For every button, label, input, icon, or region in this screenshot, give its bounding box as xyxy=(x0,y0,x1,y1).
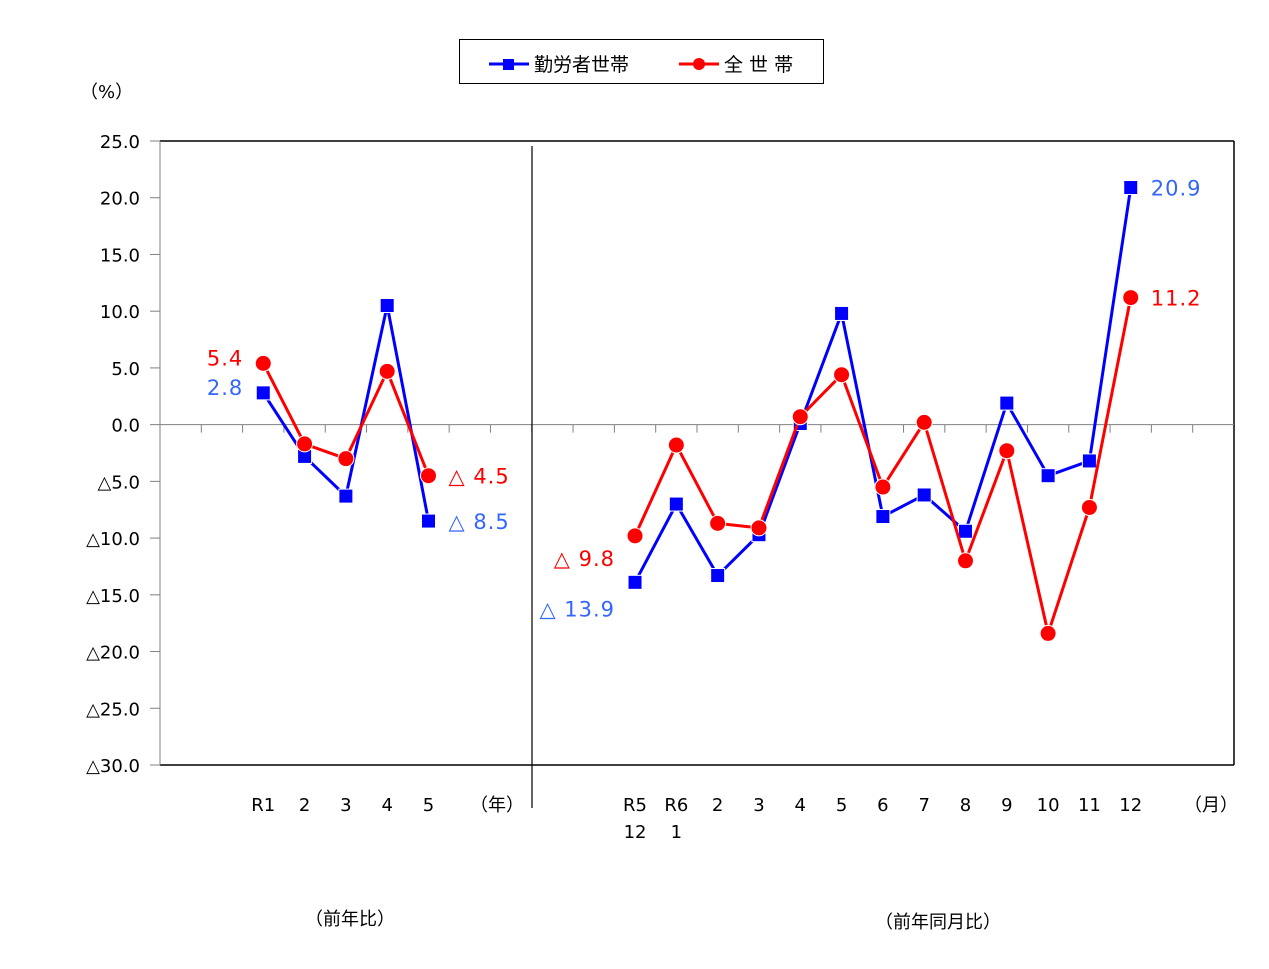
data-marker-circle xyxy=(337,450,355,468)
data-label: △ 9.8 xyxy=(554,547,615,571)
x-tick-label: R1 xyxy=(251,795,275,816)
y-tick-label: 25.0 xyxy=(100,132,140,153)
data-marker-square xyxy=(255,385,271,401)
x-tick-label: 5 xyxy=(423,795,434,816)
data-marker-circle xyxy=(420,467,437,485)
blue-square-marker-icon xyxy=(489,58,529,70)
x-tick-sublabel: 1 xyxy=(671,822,682,843)
x-tick-label: R6 xyxy=(664,795,688,816)
data-marker-square xyxy=(834,305,850,321)
y-axis-unit-label: （%） xyxy=(80,82,134,103)
data-marker-square xyxy=(627,574,643,590)
x-tick-label: 6 xyxy=(877,795,888,816)
data-marker-circle xyxy=(667,436,685,454)
x-tick-label: 7 xyxy=(918,795,929,816)
data-marker-square xyxy=(338,488,354,504)
y-tick-label: 0.0 xyxy=(111,416,140,437)
data-marker-square xyxy=(668,496,684,512)
y-tick-label: 15.0 xyxy=(100,245,140,266)
x-tick-label: 10 xyxy=(1037,795,1060,816)
legend-item-worker: 勤労者世帯 xyxy=(488,50,629,77)
chart-legend: 勤労者世帯 全 世 帯 xyxy=(459,39,824,84)
red-circle-marker-icon xyxy=(679,57,719,70)
x-tick-label: 5 xyxy=(836,795,847,816)
data-marker-circle xyxy=(833,366,851,384)
data-marker-square xyxy=(958,523,973,539)
data-label: 11.2 xyxy=(1151,287,1202,311)
y-tick-label: △20.0 xyxy=(86,643,140,664)
data-marker-circle xyxy=(874,478,892,496)
x-axis-unit-label: （月） xyxy=(1184,795,1238,816)
x-tick-label: 11 xyxy=(1078,795,1101,816)
x-tick-label: 4 xyxy=(795,795,806,816)
data-label: 5.4 xyxy=(207,346,243,370)
data-marker-square xyxy=(999,395,1015,411)
y-tick-label: △10.0 xyxy=(86,529,140,550)
data-marker-square xyxy=(1123,180,1139,196)
x-tick-label: R5 xyxy=(623,795,647,816)
data-marker-circle xyxy=(626,527,644,545)
data-marker-circle xyxy=(750,519,768,537)
data-marker-circle xyxy=(1122,289,1140,307)
data-label: 2.8 xyxy=(207,376,243,400)
x-axis-unit-label: （年） xyxy=(470,795,524,816)
data-label: 20.9 xyxy=(1151,177,1202,201)
y-tick-label: △5.0 xyxy=(98,472,140,493)
x-tick-label: 4 xyxy=(381,795,392,816)
x-tick-sublabel: 12 xyxy=(624,822,647,843)
data-marker-square xyxy=(875,509,891,525)
legend-label-worker: 勤労者世帯 xyxy=(534,54,630,76)
y-tick-label: △15.0 xyxy=(86,586,140,607)
data-marker-circle xyxy=(1039,624,1057,642)
data-marker-circle xyxy=(957,552,974,570)
series-line-all xyxy=(633,297,1133,635)
data-marker-square xyxy=(710,568,726,584)
data-marker-square xyxy=(1081,453,1097,469)
data-marker-circle xyxy=(296,435,314,453)
data-label: △ 13.9 xyxy=(539,597,615,621)
y-tick-label: 5.0 xyxy=(111,359,140,380)
legend-item-all: 全 世 帯 xyxy=(678,50,793,77)
legend-label-all: 全 世 帯 xyxy=(724,54,794,76)
data-marker-square xyxy=(421,513,436,529)
data-marker-square xyxy=(916,487,932,503)
data-label: △ 4.5 xyxy=(449,465,510,489)
data-marker-square xyxy=(1040,468,1056,484)
x-tick-label: 2 xyxy=(299,795,310,816)
data-marker-circle xyxy=(254,354,272,372)
y-tick-label: 20.0 xyxy=(100,189,140,210)
data-marker-circle xyxy=(791,408,809,426)
section-label-monthly: （前年同月比） xyxy=(875,912,1001,933)
section-label-annual: （前年比） xyxy=(305,909,395,930)
data-marker-square xyxy=(379,298,395,314)
y-tick-label: △30.0 xyxy=(86,756,140,777)
x-tick-label: 2 xyxy=(712,795,723,816)
data-marker-circle xyxy=(998,442,1016,460)
data-marker-circle xyxy=(915,413,933,431)
y-tick-label: △25.0 xyxy=(86,699,140,720)
x-tick-label: 9 xyxy=(1001,795,1012,816)
data-label: △ 8.5 xyxy=(449,510,510,534)
x-tick-label: 8 xyxy=(960,795,971,816)
data-marker-circle xyxy=(709,514,727,532)
y-tick-label: 10.0 xyxy=(100,302,140,323)
x-tick-label: 3 xyxy=(340,795,351,816)
data-marker-circle xyxy=(1080,498,1098,516)
x-tick-label: 12 xyxy=(1119,795,1142,816)
x-tick-label: 3 xyxy=(753,795,764,816)
data-marker-circle xyxy=(378,362,396,380)
